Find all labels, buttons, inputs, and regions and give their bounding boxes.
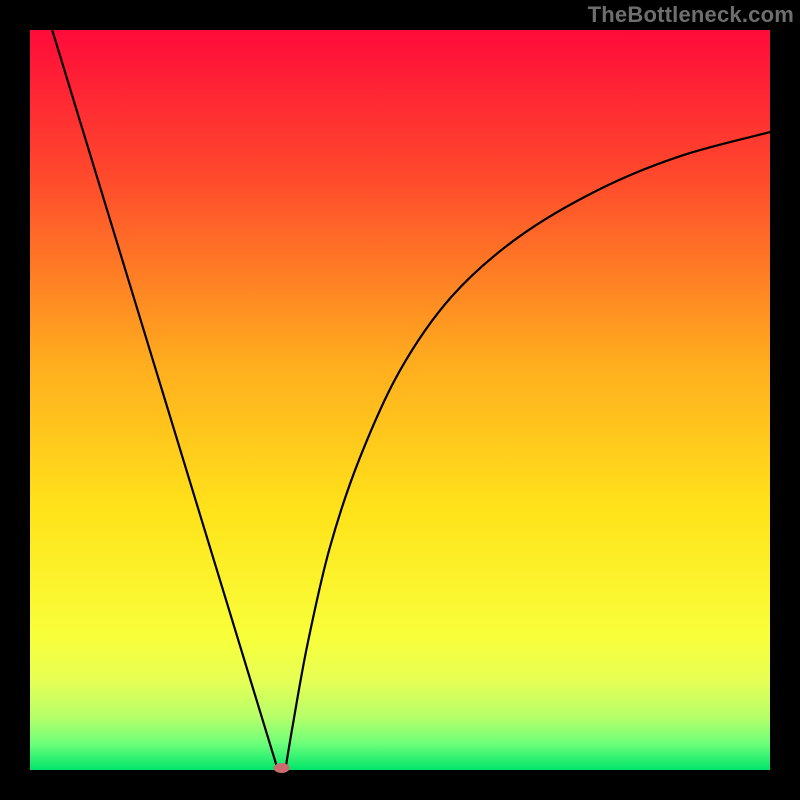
watermark-text: TheBottleneck.com bbox=[588, 2, 794, 28]
chart-container: TheBottleneck.com bbox=[0, 0, 800, 800]
curve-dip-marker bbox=[274, 763, 290, 773]
chart-curve-layer bbox=[0, 0, 800, 800]
curve-right-branch bbox=[285, 132, 770, 770]
curve-left-branch bbox=[52, 30, 278, 770]
